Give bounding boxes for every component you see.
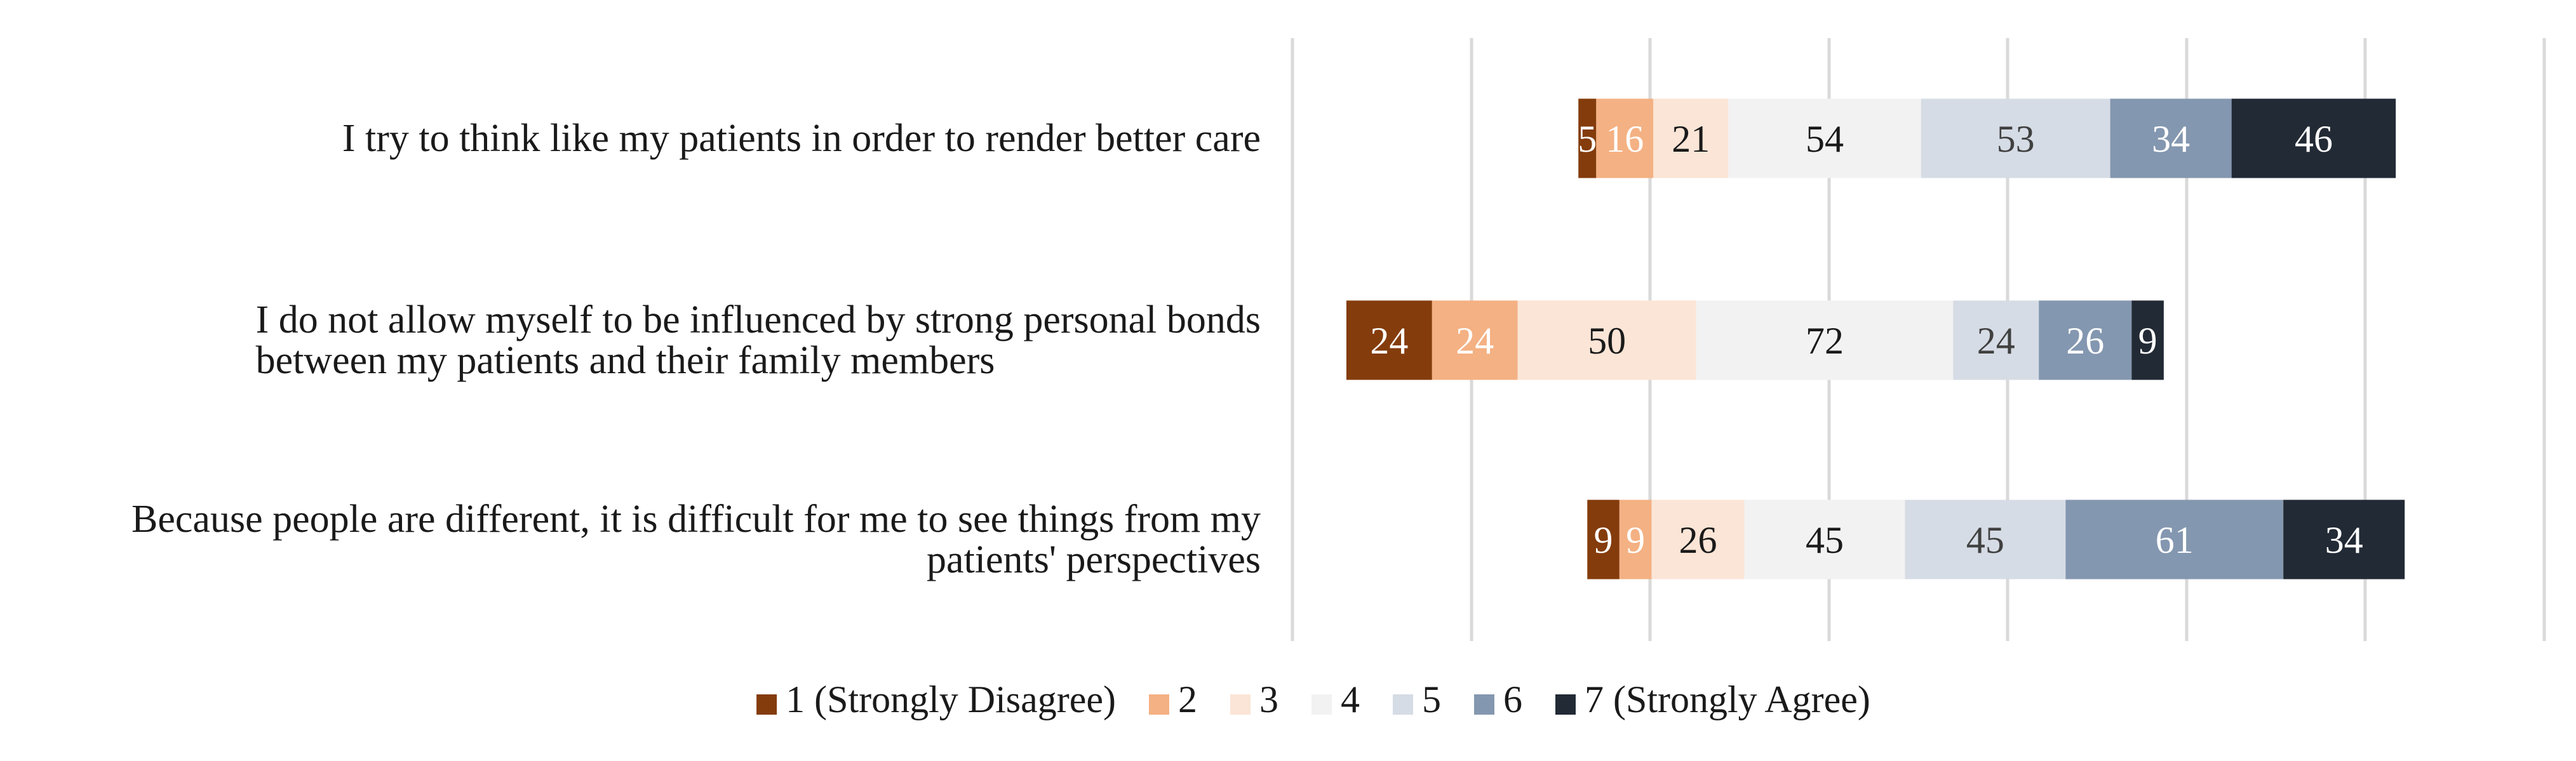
legend-label: 7 (Strongly Agree) bbox=[1585, 678, 1870, 720]
bar-segment bbox=[2039, 300, 2132, 380]
legend-swatch bbox=[1311, 694, 1332, 715]
category-label: patients' perspectives bbox=[927, 538, 1261, 581]
legend-swatch bbox=[1392, 694, 1413, 715]
data-label: 34 bbox=[2325, 519, 2363, 561]
bar-segment bbox=[2231, 98, 2396, 178]
legend-label: 4 bbox=[1341, 678, 1360, 720]
data-label: 9 bbox=[1626, 519, 1645, 561]
bar-segment bbox=[1517, 300, 1696, 380]
bar-segment bbox=[1619, 500, 1652, 579]
category-label: I do not allow myself to be influenced b… bbox=[256, 298, 1261, 341]
category-labels: I try to think like my patients in order… bbox=[131, 117, 1261, 581]
legend-label: 1 (Strongly Disagree) bbox=[786, 678, 1116, 720]
legend-label: 3 bbox=[1259, 678, 1278, 720]
legend-swatch bbox=[1148, 694, 1169, 715]
data-label: 9 bbox=[1594, 519, 1613, 561]
data-label: 16 bbox=[1606, 118, 1644, 160]
bar-segment bbox=[1905, 500, 2066, 579]
category-label: between my patients and their family mem… bbox=[256, 339, 995, 382]
legend-label: 6 bbox=[1503, 678, 1522, 720]
legend: 1 (Strongly Disagree) 2 3 4 5 6 7 (Strongly Ag… bbox=[756, 678, 1870, 720]
data-label: 45 bbox=[1966, 519, 2004, 561]
category-label: Because people are different, it is diff… bbox=[131, 498, 1261, 541]
bar-segment bbox=[2110, 98, 2232, 178]
legend-swatch bbox=[1230, 694, 1251, 715]
data-label: 24 bbox=[1977, 320, 2015, 362]
bar-segment bbox=[2283, 500, 2405, 579]
category-label: I try to think like my patients in order… bbox=[342, 117, 1261, 160]
data-label: 5 bbox=[1578, 118, 1597, 160]
bar-segment bbox=[1346, 300, 1432, 380]
data-label: 26 bbox=[2066, 320, 2104, 362]
bar-segment bbox=[1587, 500, 1620, 579]
bar-segment bbox=[1921, 98, 2110, 178]
bar-segment bbox=[2131, 300, 2164, 380]
bar-segment bbox=[1696, 300, 1954, 380]
data-label: 24 bbox=[1370, 320, 1408, 362]
bar-segment bbox=[1596, 98, 1654, 178]
data-label: 54 bbox=[1806, 118, 1844, 160]
data-label: 9 bbox=[2138, 320, 2157, 362]
bar-segment bbox=[1432, 300, 1518, 380]
legend-swatch bbox=[1555, 694, 1576, 715]
bar-segment bbox=[1744, 500, 1905, 579]
bar-segment bbox=[1728, 98, 1921, 178]
legend-swatch bbox=[756, 694, 777, 715]
legend-label: 2 bbox=[1178, 678, 1197, 720]
bar-segment bbox=[1578, 98, 1597, 178]
data-label: 26 bbox=[1679, 519, 1717, 561]
data-label: 34 bbox=[2152, 118, 2190, 160]
data-label: 50 bbox=[1588, 320, 1626, 362]
data-label: 21 bbox=[1672, 118, 1710, 160]
bar-segment bbox=[1653, 98, 1729, 178]
data-label: 46 bbox=[2295, 118, 2333, 160]
data-label: 61 bbox=[2156, 519, 2194, 561]
bar-segment bbox=[1953, 300, 2039, 380]
bar-segment bbox=[2065, 500, 2284, 579]
legend-swatch bbox=[1473, 694, 1494, 715]
data-label: 53 bbox=[1997, 118, 2035, 160]
data-label: 72 bbox=[1806, 320, 1844, 362]
bar-segment bbox=[1651, 500, 1745, 579]
data-label: 24 bbox=[1456, 320, 1494, 362]
legend-label: 5 bbox=[1422, 678, 1441, 720]
data-label: 45 bbox=[1806, 519, 1844, 561]
